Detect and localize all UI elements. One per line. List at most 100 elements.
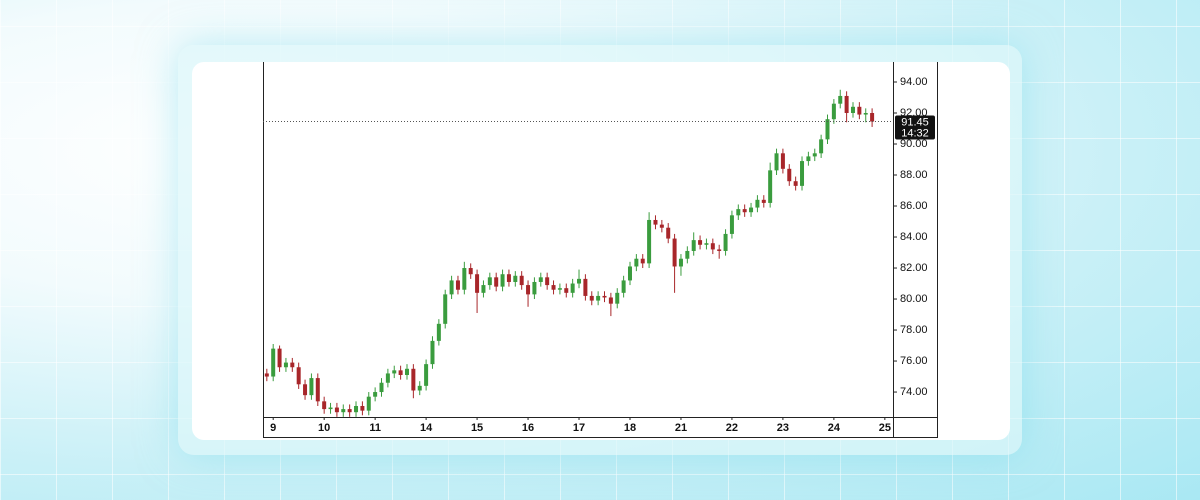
candle-body: [857, 106, 862, 115]
x-tick-label: 11: [369, 422, 381, 434]
y-tick-label: 94.00: [900, 76, 928, 88]
candle-body: [838, 95, 843, 104]
candle-body: [379, 382, 384, 393]
candle-body: [309, 378, 314, 396]
candle-body: [526, 285, 531, 295]
candle-body: [538, 277, 543, 282]
candle-body: [341, 409, 346, 413]
x-tick-label: 23: [777, 422, 789, 434]
candle-body: [647, 219, 652, 264]
y-tick-label: 76.00: [900, 355, 928, 367]
candle-body: [564, 288, 569, 293]
candle-body: [787, 168, 792, 182]
candle-body: [303, 384, 308, 396]
candle-body: [736, 209, 741, 216]
candle-body: [621, 280, 626, 293]
candle-body: [768, 170, 773, 203]
last-price-label: 91.45: [901, 116, 929, 128]
candle-body: [640, 258, 645, 264]
candle-body: [749, 207, 754, 213]
candle-body: [755, 199, 760, 208]
candle-body: [691, 240, 696, 251]
candle-body: [545, 277, 550, 286]
candle-body: [729, 215, 734, 234]
candle-body: [494, 277, 499, 287]
candle-body: [761, 199, 766, 203]
candle-body: [328, 407, 333, 410]
candle-body: [627, 266, 632, 281]
y-tick-label: 80.00: [900, 293, 928, 305]
candle-body: [615, 292, 620, 304]
candle-body: [780, 153, 785, 169]
candle-body: [481, 285, 486, 293]
candle-body: [424, 364, 429, 386]
x-tick-label: 9: [270, 422, 276, 434]
candle-body: [596, 295, 601, 301]
candle-body: [271, 348, 276, 377]
candle-body: [704, 243, 709, 245]
candle-body: [577, 278, 582, 284]
y-tick-label: 88.00: [900, 169, 928, 181]
candle-body: [634, 258, 639, 267]
candle-body: [532, 281, 537, 295]
candle-body: [850, 106, 855, 114]
x-tick-label: 14: [420, 422, 433, 434]
candle-body: [449, 280, 454, 295]
x-tick-label: 22: [726, 422, 738, 434]
candle-body: [404, 368, 409, 375]
candle-body: [608, 297, 613, 304]
candle-body: [666, 227, 671, 239]
candle-body: [475, 274, 480, 293]
candle-body: [819, 139, 824, 154]
y-tick-label: 82.00: [900, 262, 928, 274]
candle-body: [602, 295, 607, 298]
candle-body: [513, 275, 518, 282]
candle-body: [589, 295, 594, 301]
candle-body: [793, 181, 798, 186]
candle-body: [398, 370, 403, 375]
last-price-time: 14:32: [901, 127, 929, 139]
y-tick-label: 90.00: [900, 138, 928, 150]
candle-body: [347, 409, 352, 413]
candle-body: [455, 280, 460, 290]
candle-body: [723, 233, 728, 251]
candle-body: [443, 294, 448, 324]
x-tick-label: 17: [573, 422, 585, 434]
y-tick-label: 74.00: [900, 386, 928, 398]
candle-body: [774, 153, 779, 171]
candle-body: [417, 385, 422, 391]
candle-body: [551, 285, 556, 290]
candle-body: [844, 95, 849, 114]
candle-body: [698, 240, 703, 245]
candle-body: [742, 209, 747, 213]
candle-body: [334, 407, 339, 413]
x-tick-label: 25: [879, 422, 891, 434]
candle-body: [812, 153, 817, 157]
candle-body: [672, 238, 677, 267]
last-price-box: [895, 115, 935, 140]
candle-body: [800, 161, 805, 186]
candle-body: [436, 323, 441, 341]
x-tick-label: 15: [471, 422, 483, 434]
candle-body: [385, 373, 390, 383]
x-tick-label: 10: [318, 422, 330, 434]
y-tick-label: 78.00: [900, 324, 928, 336]
candle-body: [366, 396, 371, 411]
candle-body: [710, 243, 715, 250]
candle-body: [283, 362, 288, 368]
x-tick-label: 21: [675, 422, 687, 434]
candle-body: [519, 275, 524, 286]
x-tick-label: 18: [624, 422, 636, 434]
candle-body: [315, 378, 320, 402]
candle-body: [411, 368, 416, 391]
candle-body: [296, 367, 301, 385]
candle-body: [462, 268, 467, 290]
candle-body: [806, 156, 811, 162]
candle-body: [392, 370, 397, 374]
candle-body: [678, 258, 683, 267]
y-tick-label: 86.00: [900, 200, 928, 212]
candle-body: [870, 113, 875, 122]
candle-body: [487, 277, 492, 286]
